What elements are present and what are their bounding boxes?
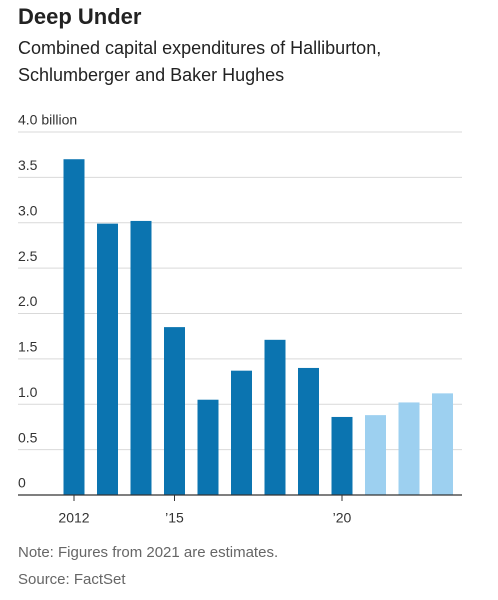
y-tick-label: 2.0 bbox=[18, 293, 38, 309]
bar bbox=[331, 416, 353, 495]
y-tick-label: 3.5 bbox=[18, 157, 38, 173]
y-tick-label: 1.0 bbox=[18, 384, 38, 400]
y-tick-label: 4.0 billion bbox=[18, 112, 77, 128]
bar bbox=[298, 367, 319, 495]
source: Source: FactSet bbox=[18, 571, 126, 588]
y-tick-label: 3.0 bbox=[18, 202, 38, 218]
bar bbox=[231, 370, 252, 495]
y-tick-label: 0.5 bbox=[18, 429, 38, 445]
bar bbox=[432, 393, 453, 495]
bar bbox=[97, 223, 118, 495]
chart-subtitle: Schlumberger and Baker Hughes bbox=[18, 65, 284, 85]
bar bbox=[197, 399, 219, 495]
chart-subtitle: Combined capital expenditures of Hallibu… bbox=[18, 38, 381, 58]
note: Note: Figures from 2021 are estimates. bbox=[18, 544, 278, 561]
y-tick-label: 0 bbox=[18, 475, 26, 491]
x-tick-label: ’15 bbox=[165, 510, 184, 526]
bar bbox=[130, 220, 152, 495]
bar bbox=[398, 402, 420, 495]
y-tick-label: 2.5 bbox=[18, 248, 38, 264]
bar bbox=[164, 327, 185, 495]
bar bbox=[264, 339, 286, 495]
x-tick-label: ’20 bbox=[333, 510, 352, 526]
y-tick-label: 1.5 bbox=[18, 339, 38, 355]
bar bbox=[365, 415, 386, 495]
bar bbox=[63, 159, 85, 495]
chart-title: Deep Under bbox=[18, 4, 142, 29]
x-tick-label: 2012 bbox=[58, 510, 89, 526]
